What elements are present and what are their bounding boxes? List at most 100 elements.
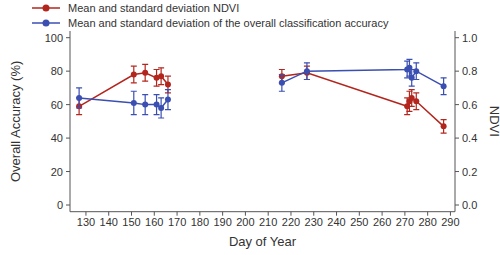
error-bar — [131, 91, 137, 114]
y-axis-title: Overall Accuracy (%) — [8, 61, 23, 182]
point — [142, 102, 148, 108]
x-tick-label: 200 — [236, 216, 254, 228]
error-cap — [154, 86, 160, 87]
error-cap — [413, 62, 419, 63]
error-cap — [142, 94, 148, 95]
error-bar — [165, 90, 171, 110]
error-cap — [158, 117, 164, 118]
error-cap — [409, 86, 415, 87]
y2-tick-label: 0.4 — [462, 132, 477, 144]
error-bar — [304, 63, 310, 80]
x-tick-label: 260 — [373, 216, 391, 228]
x-tick-label: 290 — [441, 216, 459, 228]
error-cap — [304, 62, 310, 63]
error-cap — [413, 79, 419, 80]
y-tick — [66, 71, 70, 72]
y-tick-label: 100 — [45, 32, 63, 44]
error-cap — [131, 82, 137, 83]
error-cap — [413, 92, 419, 93]
point — [441, 123, 447, 129]
y-tick-label: 40 — [51, 132, 63, 144]
error-cap — [76, 87, 82, 88]
error-cap — [441, 94, 447, 95]
error-cap — [76, 107, 82, 108]
error-cap — [279, 74, 285, 75]
point — [131, 100, 137, 106]
y-tick-label: 60 — [51, 99, 63, 111]
x-tick-label: 170 — [168, 216, 186, 228]
y-tick — [66, 104, 70, 105]
error-bar — [413, 93, 419, 110]
error-cap — [279, 69, 285, 70]
x-tick-label: 270 — [396, 216, 414, 228]
legend-marker — [43, 5, 50, 12]
legend-marker — [43, 20, 50, 27]
point — [142, 70, 148, 76]
y2-tick-label: 0.2 — [462, 166, 477, 178]
error-cap — [406, 111, 412, 112]
y2-tick-label: 0.6 — [462, 99, 477, 111]
x-tick-label: 160 — [145, 216, 163, 228]
y2-tick — [455, 171, 459, 172]
error-cap — [131, 91, 137, 92]
y2-axis — [455, 31, 456, 212]
chart: 1301401501601701801902002102202302402502… — [0, 0, 500, 255]
error-cap — [304, 79, 310, 80]
point — [76, 95, 82, 101]
error-cap — [131, 114, 137, 115]
error-bar — [279, 75, 285, 92]
error-cap — [165, 89, 171, 90]
error-cap — [165, 76, 171, 77]
error-bar — [142, 95, 148, 115]
plot-area — [76, 59, 446, 133]
error-cap — [154, 69, 160, 70]
y2-tick — [455, 71, 459, 72]
error-cap — [404, 114, 410, 115]
y2-tick-label: 1.0 — [462, 32, 477, 44]
error-cap — [158, 84, 164, 85]
error-cap — [142, 114, 148, 115]
legend-label: Mean and standard deviation NDVI — [68, 2, 239, 14]
y-tick — [66, 138, 70, 139]
x-tick-label: 250 — [350, 216, 368, 228]
y-tick-label: 0 — [57, 199, 63, 211]
y-tick-label: 80 — [51, 65, 63, 77]
legend: Mean and standard deviation NDVIMean and… — [32, 2, 389, 29]
x-tick-label: 210 — [259, 216, 277, 228]
point — [413, 68, 419, 74]
y2-tick — [455, 37, 459, 38]
point — [131, 72, 137, 78]
point — [413, 98, 419, 104]
y-tick — [66, 37, 70, 38]
error-cap — [441, 132, 447, 133]
point — [165, 97, 171, 103]
error-bar — [413, 63, 419, 80]
error-cap — [165, 109, 171, 110]
y-tick — [66, 205, 70, 206]
y2-tick-label: 0.8 — [462, 65, 477, 77]
x-tick-label: 180 — [191, 216, 209, 228]
x-tick-label: 220 — [282, 216, 300, 228]
error-bar — [441, 120, 447, 133]
error-cap — [441, 119, 447, 120]
error-bar — [142, 64, 148, 81]
series-line — [79, 68, 443, 108]
error-cap — [158, 67, 164, 68]
x-tick-label: 230 — [305, 216, 323, 228]
x-tick-label: 280 — [418, 216, 436, 228]
y-axis — [70, 31, 71, 212]
error-cap — [409, 106, 415, 107]
x-tick-label: 190 — [213, 216, 231, 228]
x-tick-label: 240 — [327, 216, 345, 228]
y-tick-label: 20 — [51, 166, 63, 178]
error-bar — [76, 88, 82, 108]
y2-tick — [455, 104, 459, 105]
y2-axis-title: NDVI — [487, 106, 500, 137]
error-bar — [158, 98, 164, 118]
point — [158, 105, 164, 111]
error-bar — [158, 68, 164, 85]
error-cap — [131, 66, 137, 67]
error-cap — [279, 91, 285, 92]
x-axis — [70, 211, 455, 212]
y-tick — [66, 171, 70, 172]
